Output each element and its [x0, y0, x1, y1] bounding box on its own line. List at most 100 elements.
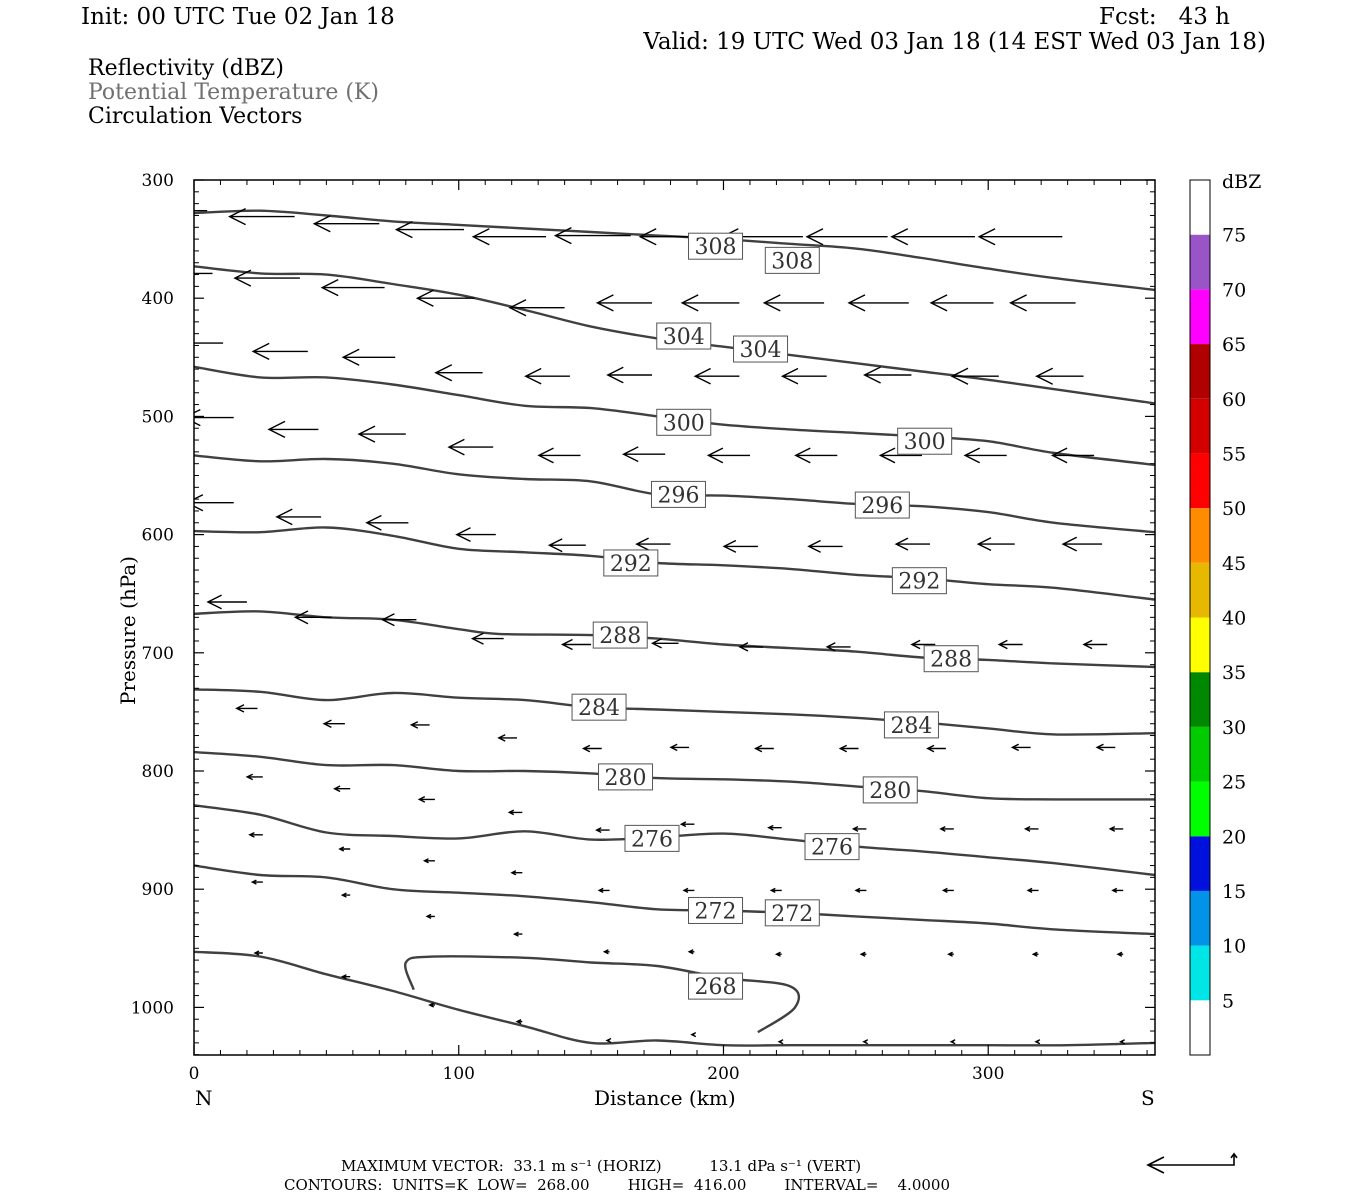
circulation-vector [417, 795, 435, 803]
circulation-vector [976, 537, 1015, 552]
contour-line-268 [194, 950, 1155, 1047]
contour-line-284 [194, 688, 1155, 736]
circulation-vector [275, 508, 322, 526]
circulation-vector [622, 446, 666, 463]
circulation-vector [777, 1039, 784, 1045]
circulation-vector [941, 887, 954, 894]
colorbar-label: 50 [1222, 498, 1246, 520]
circulation-vector [693, 367, 740, 385]
colorbar-swatch [1190, 1000, 1210, 1055]
circulation-vector [769, 887, 782, 894]
circulation-vector [767, 824, 782, 831]
circulation-vector [1009, 294, 1076, 312]
circulation-vector [267, 420, 319, 439]
contour-label: 296 [657, 483, 699, 508]
circulation-vector [794, 447, 838, 464]
circulation-vector [508, 299, 565, 317]
field-reflectivity-label: Reflectivity (dBZ) [88, 56, 284, 81]
circulation-vector [825, 642, 851, 652]
circulation-vectors [194, 207, 1125, 1045]
contour-label: 272 [771, 902, 813, 927]
circulation-vector [338, 846, 351, 852]
circulation-vector [754, 744, 774, 753]
colorbar-swatch [1190, 180, 1210, 235]
circulation-vector [738, 642, 764, 652]
circulation-vector [1108, 825, 1124, 832]
contour-label: 272 [695, 899, 737, 924]
circulation-vector [194, 272, 213, 275]
circulation-vector [322, 719, 345, 729]
forecast-hour: Fcst: 43 h [1099, 4, 1230, 30]
circulation-vector [950, 367, 999, 385]
contour-label-box [624, 824, 680, 852]
contour-line-280 [194, 750, 1155, 801]
contour-label: 284 [890, 714, 932, 739]
circulation-vector [206, 594, 247, 610]
circulation-vector [606, 366, 652, 384]
circulation-vector [455, 527, 496, 543]
contour-label-box [733, 335, 789, 363]
circulation-vector [851, 825, 867, 832]
init-time: Init: 00 UTC Tue 02 Jan 18 [81, 4, 395, 30]
circulation-vector [878, 447, 922, 464]
contour-label-box [592, 621, 648, 649]
circulation-vector [422, 858, 435, 864]
colorbar-label: 5 [1222, 990, 1234, 1012]
circulation-vector [762, 294, 825, 312]
circulation-vector [293, 610, 332, 625]
circulation-vector [650, 638, 679, 649]
circulation-vector [635, 537, 671, 551]
contour-label: 292 [610, 552, 652, 577]
max-vector-text: MAXIMUM VECTOR: 33.1 m s⁻¹ (HORIZ) 13.1 … [341, 1157, 862, 1175]
circulation-vector [245, 773, 263, 781]
valid-time: Valid: 19 UTC Wed 03 Jan 18 (14 EST Wed … [643, 29, 1266, 55]
circulation-vector [595, 827, 610, 834]
circulation-vector [1031, 951, 1039, 957]
contour-label: 304 [663, 325, 705, 350]
circulation-vector [679, 821, 695, 828]
circulation-vector [547, 538, 586, 553]
y-tick-label: 600 [142, 526, 174, 546]
colorbar-swatch [1190, 398, 1210, 454]
circulation-vector [340, 974, 351, 980]
circulation-vector [838, 744, 859, 753]
circulation-vector [910, 639, 936, 650]
contour-label-box [891, 567, 947, 595]
y-tick-label: 900 [142, 880, 174, 900]
circulation-vector [394, 220, 464, 239]
circulation-vector [894, 537, 930, 551]
circulation-vector [977, 228, 1063, 246]
circulation-vector [963, 447, 1007, 464]
circulation-vector [1026, 887, 1039, 894]
circulation-vector [1095, 743, 1116, 752]
max-vector-key [1146, 1152, 1238, 1174]
contour-label-box [656, 322, 712, 350]
x-tick-label: 300 [972, 1064, 1004, 1084]
contour-label-box [688, 232, 744, 260]
colorbar-swatch [1190, 508, 1210, 563]
contour-label: 292 [898, 570, 940, 595]
circulation-vector [722, 539, 758, 553]
circulation-vector [1116, 951, 1124, 957]
max-vector-arrow [1146, 1152, 1238, 1174]
x-start-label: N [195, 1086, 213, 1110]
contour-label-box [883, 711, 939, 739]
contour-labels: 308 308 304 304 300 300 296 296 292 292 288 288 284 2… [571, 232, 979, 1000]
circulation-vector [507, 809, 523, 816]
circulation-vector [553, 226, 631, 245]
field-theta-label: Potential Temperature (K) [88, 80, 379, 105]
circulation-vector [780, 367, 827, 385]
contour-label-box [688, 972, 744, 1000]
circulation-vector [512, 931, 523, 937]
circulation-vector [312, 215, 380, 233]
circulation-vector [1010, 743, 1031, 752]
circulation-vector [605, 1037, 612, 1044]
x-axis-label: Distance (km) [594, 1086, 736, 1110]
circulation-vector [687, 949, 695, 955]
contour-info-text: CONTOURS: UNITS=K LOW= 268.00 HIGH= 416.… [284, 1176, 950, 1194]
circulation-vector [1023, 825, 1039, 832]
dbz-colorbar: 5 10 15 20 25 30 35 40 45 50 55 60 65 70 75 dBZ [1189, 171, 1261, 1056]
y-axis-label: Pressure (hPa) [116, 556, 140, 705]
colorbar-label: 10 [1222, 936, 1246, 958]
